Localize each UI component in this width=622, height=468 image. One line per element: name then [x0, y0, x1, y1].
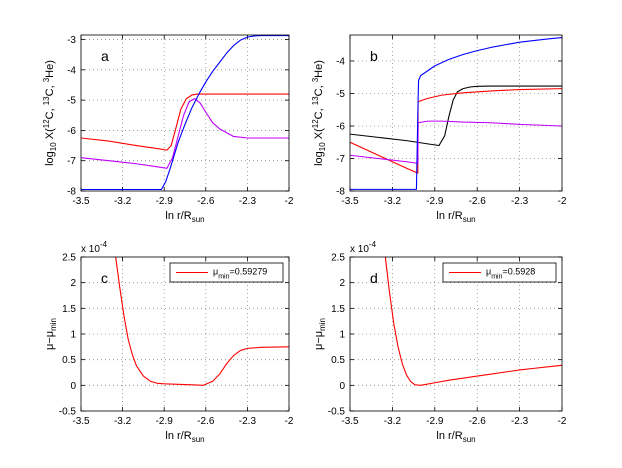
y-tick-label: -5: [336, 89, 345, 100]
plot-frame: [80, 34, 290, 192]
y-tick-label: 2.5: [62, 253, 76, 264]
x-tick-label: -2.3: [511, 416, 529, 427]
y-axis-label: μ−μmin: [44, 318, 58, 350]
y-tick-label: -8: [67, 187, 76, 198]
x-tick-label: -2.3: [239, 416, 257, 427]
series-line-3he: [350, 37, 562, 190]
series-line-13c: [350, 120, 562, 164]
series-line-13c: [81, 98, 289, 169]
y-tick-label: -7: [67, 156, 76, 167]
y-tick-label: -0.5: [328, 407, 346, 418]
x-tick-label: -2.3: [239, 196, 257, 207]
x-tick-label: -3.5: [341, 416, 359, 427]
legend: μmin=0.5928: [442, 262, 557, 283]
plot-frame: [349, 34, 563, 192]
y-tick-label: -7: [336, 154, 345, 165]
y-exponent-label: x 10-4: [350, 240, 377, 255]
y-tick-label: -6: [67, 126, 76, 137]
y-tick-label: 0.5: [331, 355, 345, 366]
x-tick-label: -2.9: [156, 416, 174, 427]
legend: μmin=0.59279: [169, 262, 284, 283]
y-tick-label: 1: [70, 330, 76, 341]
x-tick-label: -3.5: [72, 416, 90, 427]
series-line--min-0-5928: [384, 257, 562, 386]
y-tick-label: 1: [339, 330, 345, 341]
y-tick-label: -5: [67, 96, 76, 107]
x-axis-label: ln r/Rsun: [165, 430, 204, 444]
chart-panel-b: -3.5 -3.2 -2.9 -2.6 -2.3 -2 -8 -7 -6 -5 -4 b ln r/Rs…: [311, 34, 567, 224]
x-tick-label: -2.6: [469, 416, 487, 427]
y-tick-label: -0.5: [59, 407, 77, 418]
y-tick-label: -8: [336, 187, 345, 198]
x-tick-label: -3.2: [114, 196, 132, 207]
x-tick-label: -3.5: [341, 196, 359, 207]
x-tick-label: -2: [558, 416, 567, 427]
x-tick-label: -3.2: [384, 196, 402, 207]
x-tick-label: -2.6: [469, 196, 487, 207]
x-tick-label: -2.9: [426, 416, 444, 427]
series-line-black: [350, 85, 562, 147]
y-tick-label: -6: [336, 122, 345, 133]
series-line-12c: [81, 93, 289, 151]
plot-frame: [349, 256, 563, 412]
y-exponent-label: x 10-4: [81, 240, 108, 255]
x-tick-label: -2.6: [197, 416, 215, 427]
x-tick-label: -2: [558, 196, 567, 207]
x-tick-label: -2.9: [156, 196, 174, 207]
x-tick-label: -3.5: [72, 196, 90, 207]
x-axis-label: ln r/Rsun: [436, 210, 475, 224]
x-tick-label: -3.2: [384, 416, 402, 427]
panel-letter: b: [370, 48, 378, 64]
x-tick-label: -3.2: [114, 416, 132, 427]
x-tick-label: -2.3: [511, 196, 529, 207]
legend-box: [442, 262, 557, 283]
legend-label: μmin=0.5928: [486, 267, 535, 281]
y-tick-label: 2.5: [331, 253, 345, 264]
y-tick-label: 2: [339, 278, 345, 289]
x-tick-label: -2.9: [426, 196, 444, 207]
chart-panel-c: -3.5 -3.2 -2.9 -2.6 -2.3 -2 -0.5 0 0.5 1 1.5 2 2.5 c l…: [44, 240, 294, 444]
y-tick-label: 0.5: [62, 355, 76, 366]
legend-box: [169, 262, 284, 283]
y-tick-label: 2: [70, 278, 76, 289]
chart-panel-d: -3.5 -3.2 -2.9 -2.6 -2.3 -2 -0.5 0 0.5 1 1.5 2 2.5 d l…: [313, 240, 567, 444]
series-line-12c: [350, 88, 562, 174]
panel-letter: c: [101, 270, 108, 286]
series-line--min-0-59279: [115, 257, 289, 386]
x-tick-label: -2.6: [197, 196, 215, 207]
series-line-3he: [81, 35, 289, 191]
y-tick-label: 0: [339, 381, 345, 392]
panel-letter: d: [370, 270, 378, 286]
y-axis-label: log10 X(12C, 13C, 3He): [42, 60, 58, 166]
legend-label: μmin=0.59279: [213, 267, 267, 281]
chart-panel-a: -3.5 -3.2 -2.9 -2.6 -2.3 -2 -8 -7 -6 -5 -4 -3 a ln r/…: [42, 34, 294, 224]
panel-letter: a: [101, 48, 109, 64]
y-axis-label: log10 X(12C, 13C, 3He): [311, 60, 327, 166]
y-tick-label: -3: [67, 35, 76, 46]
x-axis-label: ln r/Rsun: [436, 430, 475, 444]
x-tick-label: -2: [285, 416, 294, 427]
x-axis-label: ln r/Rsun: [165, 210, 204, 224]
y-tick-label: 1.5: [331, 304, 345, 315]
y-axis-label: μ−μmin: [313, 318, 327, 350]
plot-frame: [80, 256, 290, 412]
y-tick-label: -4: [336, 57, 345, 68]
y-tick-label: 0: [70, 381, 76, 392]
y-tick-label: 1.5: [62, 304, 76, 315]
x-tick-label: -2: [285, 196, 294, 207]
y-tick-label: -4: [67, 65, 76, 76]
